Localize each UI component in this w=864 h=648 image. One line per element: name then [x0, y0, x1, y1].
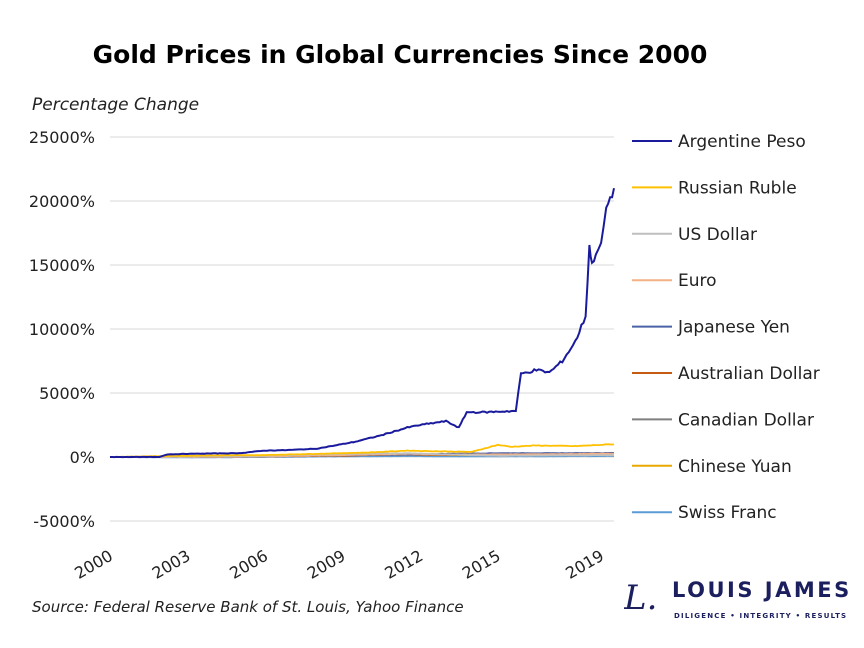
legend-label: Canadian Dollar	[678, 410, 814, 430]
y-tick-label: 25000%	[29, 128, 95, 147]
chart-title: Gold Prices in Global Currencies Since 2…	[92, 40, 708, 69]
louis-james-logo: L. LOUIS JAMES DILIGENCE • INTEGRITY • R…	[624, 574, 862, 628]
legend-label: Japanese Yen	[677, 318, 790, 338]
legend-label: Chinese Yuan	[678, 457, 792, 477]
series-line-us-dollar	[109, 452, 615, 458]
logo-name: LOUIS JAMES	[672, 578, 852, 602]
legend-label: Swiss Franc	[678, 503, 777, 523]
series-line-argentine-peso	[110, 187, 615, 459]
logo-mark: L.	[624, 578, 658, 618]
y-tick-label: 0%	[70, 448, 95, 467]
legend-label: US Dollar	[678, 225, 757, 245]
legend-label: Argentine Peso	[678, 132, 806, 152]
series-line-russian-ruble	[109, 443, 615, 458]
legend-label: Australian Dollar	[678, 364, 820, 384]
x-tick-label: 2015	[459, 546, 504, 583]
y-axis-label: Percentage Change	[32, 95, 200, 115]
x-tick-label: 2012	[381, 546, 426, 583]
y-tick-label: -5000%	[33, 512, 95, 531]
legend-label: Euro	[678, 271, 717, 291]
source-note: Source: Federal Reserve Bank of St. Loui…	[32, 598, 464, 616]
x-tick-label: 2019	[562, 546, 607, 583]
x-tick-label: 2000	[71, 546, 116, 583]
logo-tagline: DILIGENCE • INTEGRITY • RESULTS	[674, 612, 848, 620]
y-tick-label: 10000%	[29, 320, 95, 339]
x-tick-label: 2006	[226, 546, 271, 583]
y-tick-label: 15000%	[29, 256, 95, 275]
y-tick-label: 5000%	[39, 384, 95, 403]
x-tick-label: 2009	[304, 546, 349, 583]
y-tick-label: 20000%	[29, 192, 95, 211]
legend-label: Russian Ruble	[678, 178, 797, 198]
x-tick-label: 2003	[149, 546, 194, 583]
